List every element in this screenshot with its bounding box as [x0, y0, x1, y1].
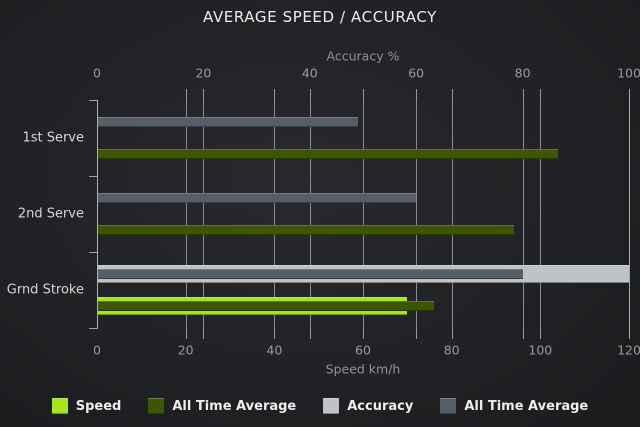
bar-all-time-average — [98, 225, 514, 235]
bottom-tick-label: 80 — [443, 342, 460, 358]
legend-label: All Time Average — [464, 398, 589, 414]
legend-item: Accuracy — [323, 398, 413, 414]
top-tick-label: 20 — [195, 65, 212, 81]
top-gridline — [203, 100, 205, 328]
bottom-gridline — [451, 100, 453, 328]
category-label: 1st Serve — [22, 130, 84, 146]
chart-legend: Speed All Time Average Accuracy All Time Av… — [0, 398, 640, 414]
top-tickmark — [203, 328, 205, 339]
bottom-tick-label: 60 — [355, 342, 371, 358]
legend-item: Speed — [51, 398, 122, 414]
y-axis-spine — [97, 100, 98, 328]
legend-swatch-icon — [51, 398, 68, 414]
top-tick-label: 80 — [514, 65, 531, 81]
bottom-tickmark — [451, 328, 453, 339]
category-tick — [89, 252, 98, 253]
top-tickmark — [522, 328, 524, 339]
bottom-tickmark — [363, 89, 364, 100]
top-tick-label: 40 — [301, 65, 318, 81]
bottom-tick-label: 40 — [266, 342, 283, 358]
legend-swatch-icon — [148, 398, 165, 414]
top-tickmark — [522, 89, 524, 100]
bottom-tickmark — [629, 89, 630, 100]
bar-all-time-average — [98, 301, 434, 311]
bottom-tickmark — [363, 328, 364, 339]
bottom-gridline — [274, 100, 276, 328]
bottom-tickmark — [451, 89, 453, 100]
top-tick-label: 100 — [617, 65, 640, 81]
bottom-gridline — [185, 100, 187, 328]
legend-label: Speed — [75, 398, 122, 414]
bottom-tick-label: 120 — [617, 342, 640, 358]
bottom-tickmark — [274, 328, 276, 339]
bar-all-time-average — [98, 149, 559, 159]
bottom-tick-label: 100 — [528, 342, 553, 358]
bar-all-time-average — [98, 193, 417, 203]
bottom-tick-label: 20 — [177, 342, 194, 358]
bottom-tick-label: 0 — [93, 342, 101, 358]
bottom-tickmark — [629, 328, 630, 339]
bottom-tickmark — [185, 89, 187, 100]
bottom-axis-title: Speed km/h — [325, 361, 401, 377]
legend-swatch-icon — [440, 398, 457, 414]
top-tickmark — [309, 328, 311, 339]
category-tick — [89, 176, 98, 177]
bottom-tickmark — [540, 328, 542, 339]
top-gridline — [416, 100, 418, 328]
top-gridline — [522, 100, 524, 328]
bar-all-time-average — [98, 269, 523, 279]
legend-swatch-icon — [323, 398, 340, 414]
bar-all-time-average — [98, 117, 358, 127]
bottom-gridline — [363, 100, 364, 328]
bottom-tickmark — [274, 89, 276, 100]
top-tick-label: 60 — [408, 65, 425, 81]
bottom-tickmark — [185, 328, 187, 339]
bottom-gridline — [629, 100, 630, 328]
category-label: 2nd Serve — [17, 206, 84, 222]
category-tick — [89, 328, 98, 329]
top-tickmark — [309, 89, 311, 100]
top-tickmark — [416, 89, 418, 100]
category-label: Grnd Stroke — [6, 282, 84, 298]
top-tick-label: 0 — [93, 65, 101, 81]
top-gridline — [309, 100, 311, 328]
legend-label: All Time Average — [172, 398, 297, 414]
legend-item: All Time Average — [440, 398, 588, 414]
bottom-gridline — [540, 100, 542, 328]
legend-label: Accuracy — [347, 398, 414, 414]
top-tickmark — [416, 328, 418, 339]
top-tickmark — [203, 89, 205, 100]
bottom-tickmark — [540, 89, 542, 100]
category-tick — [89, 100, 98, 101]
top-axis-title: Accuracy % — [326, 48, 400, 64]
chart-title: AVERAGE SPEED / ACCURACY — [203, 8, 437, 26]
legend-item: All Time Average — [148, 398, 296, 414]
